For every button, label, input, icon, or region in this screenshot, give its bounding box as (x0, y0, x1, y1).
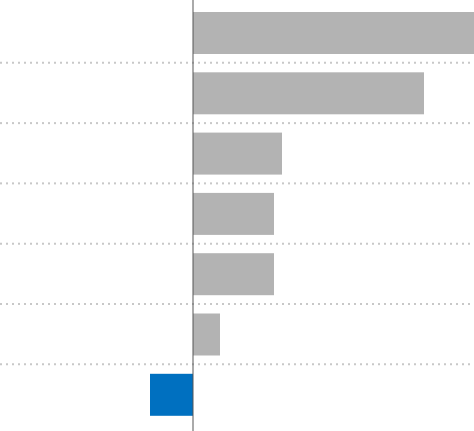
bar (193, 253, 274, 296)
bar (193, 72, 424, 115)
bar (193, 313, 220, 356)
bar (150, 373, 193, 416)
bar (193, 132, 282, 175)
bar (193, 192, 274, 235)
bar (193, 12, 474, 54)
